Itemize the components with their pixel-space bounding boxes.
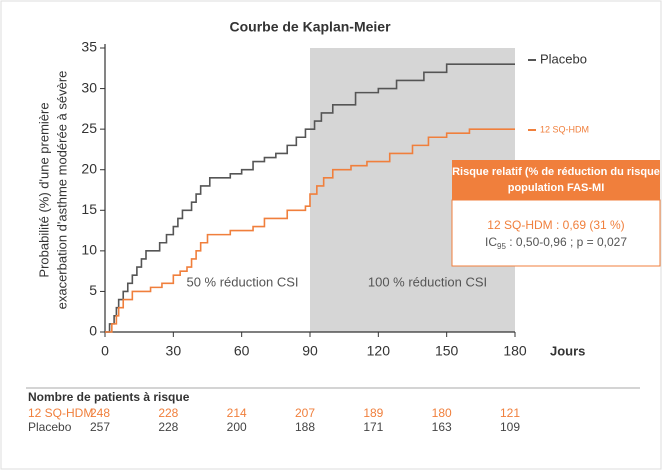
info-text-part: 95 bbox=[497, 242, 506, 251]
y-axis-label: exacerbation d'asthme modérée à sévère bbox=[54, 71, 69, 310]
y-tick-label: 35 bbox=[81, 39, 97, 55]
table-cell: 188 bbox=[295, 420, 315, 434]
y-tick-label: 20 bbox=[81, 160, 97, 176]
table-cell: 228 bbox=[158, 420, 178, 434]
table-cell: 248 bbox=[90, 406, 110, 420]
table-title: Nombre de patients à risque bbox=[28, 390, 190, 404]
table-cell: 109 bbox=[500, 420, 520, 434]
table-cell: 189 bbox=[363, 406, 383, 420]
y-tick-label: 10 bbox=[81, 242, 97, 258]
x-tick-label: 150 bbox=[435, 343, 459, 359]
annotation: 50 % réduction CSI bbox=[186, 274, 298, 289]
y-tick-label: 25 bbox=[81, 120, 97, 136]
x-tick-label: 60 bbox=[234, 343, 250, 359]
table-cell: 207 bbox=[295, 406, 315, 420]
row-label: Placebo bbox=[28, 420, 72, 434]
table-cell: 257 bbox=[90, 420, 110, 434]
info-text-part: IC bbox=[485, 235, 497, 249]
table-cell: 200 bbox=[227, 420, 247, 434]
info-line: 12 SQ-HDM : 0,69 (31 %) bbox=[487, 218, 624, 232]
table-cell: 214 bbox=[227, 406, 247, 420]
y-tick-label: 15 bbox=[81, 201, 97, 217]
x-axis-label: Jours bbox=[550, 343, 585, 358]
legend-label: Placebo bbox=[540, 51, 587, 66]
legend-label: 12 SQ-HDM bbox=[540, 124, 589, 134]
km-curve bbox=[105, 63, 515, 333]
x-tick-label: 180 bbox=[503, 343, 527, 359]
row-label: 12 SQ-HDM bbox=[28, 406, 93, 420]
y-tick-label: 5 bbox=[89, 282, 97, 298]
x-tick-label: 90 bbox=[302, 343, 318, 359]
table-cell: 163 bbox=[432, 420, 452, 434]
table-cell: 121 bbox=[500, 406, 520, 420]
y-axis-label: Probabilité (%) d'une première bbox=[36, 102, 51, 277]
x-tick-label: 30 bbox=[166, 343, 182, 359]
info-header-text: population FAS-MI bbox=[508, 182, 605, 194]
info-line: IC95 : 0,50-0,96 ; p = 0,027 bbox=[485, 235, 627, 251]
annotation: 100 % réduction CSI bbox=[368, 274, 487, 289]
info-body bbox=[451, 199, 661, 267]
y-tick-label: 30 bbox=[81, 79, 97, 95]
table-cell: 180 bbox=[432, 406, 452, 420]
info-header bbox=[452, 160, 660, 200]
x-tick-label: 0 bbox=[101, 343, 109, 359]
info-header-text: Risque relatif (% de réduction du risque bbox=[452, 166, 660, 178]
table-cell: 171 bbox=[363, 420, 383, 434]
y-tick-label: 0 bbox=[89, 323, 97, 339]
x-tick-label: 120 bbox=[367, 343, 391, 359]
info-text-part: : 0,50-0,96 ; p = 0,027 bbox=[506, 235, 627, 249]
km-curve bbox=[105, 128, 515, 333]
chart-title: Courbe de Kaplan-Meier bbox=[229, 19, 391, 35]
table-cell: 228 bbox=[158, 406, 178, 420]
